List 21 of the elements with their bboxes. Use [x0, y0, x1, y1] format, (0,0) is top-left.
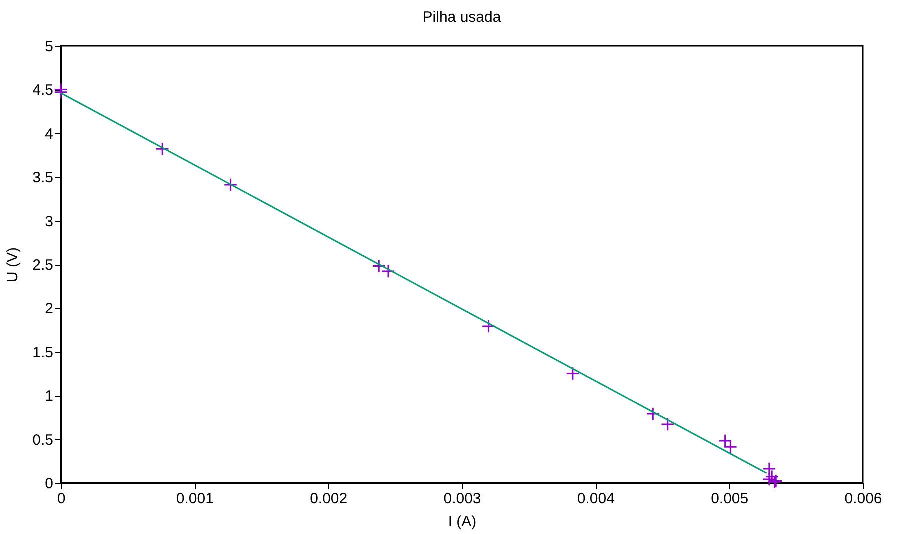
y-tick-label: 5 [45, 38, 54, 56]
x-tick-label: 0.002 [310, 490, 348, 508]
y-tick-label: 0.5 [32, 432, 54, 449]
chart-title: Pilha usada [422, 9, 502, 26]
x-axis-title: I (A) [448, 514, 477, 530]
x-tick-label: 0.003 [444, 490, 482, 508]
y-tick-label: 2.5 [32, 257, 54, 274]
y-tick-label: 3 [45, 213, 54, 230]
y-tick-label: 4.5 [32, 82, 54, 100]
x-tick-label: 0 [57, 490, 66, 508]
y-tick-label: 3.5 [32, 170, 54, 187]
x-tick-label: 0.006 [844, 490, 882, 508]
x-tick-label: 0.001 [176, 490, 214, 508]
x-tick-label: 0.005 [711, 490, 749, 508]
y-tick-label: 0 [45, 476, 54, 492]
y-tick-label: 4 [45, 126, 54, 143]
x-tick-label: 0.004 [577, 490, 615, 508]
y-tick-label: 2 [45, 300, 54, 318]
y-tick-label: 1 [45, 388, 54, 406]
y-axis-title: U (V) [4, 248, 22, 282]
y-tick-label: 1.5 [32, 344, 54, 362]
